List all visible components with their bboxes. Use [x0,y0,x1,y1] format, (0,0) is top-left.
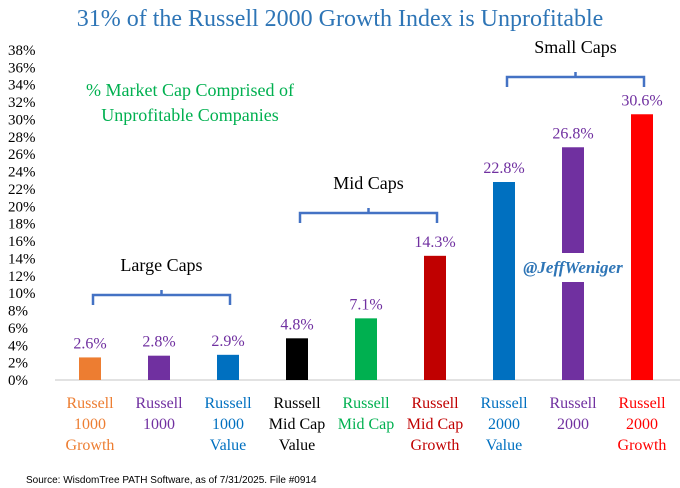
category-label: Growth [411,437,460,454]
y-tick-label: 2% [8,356,28,372]
category-label: Value [486,437,522,454]
y-tick-label: 10% [8,286,36,302]
y-tick-label: 18% [8,217,36,233]
category-label: Russell [273,395,321,412]
value-label: 26.8% [552,125,593,142]
category-label: Russell [480,395,528,412]
bar [493,182,515,380]
category-label: Russell [342,395,390,412]
bar [355,318,377,380]
bar [79,357,101,380]
y-tick-label: 20% [8,199,36,215]
category-label: 1000 [143,416,175,433]
value-label: 22.8% [483,160,524,177]
category-label: Mid Cap [338,416,394,433]
bar [286,338,308,380]
y-tick-label: 12% [8,269,36,285]
value-label: 2.6% [73,335,106,352]
group-bracket [298,208,439,223]
watermark-background [535,253,625,282]
category-label: 1000 [74,416,106,433]
value-label: 30.6% [621,92,662,109]
y-tick-label: 24% [8,165,36,181]
y-tick-label: 6% [8,321,28,337]
watermark: @JeffWeniger [523,258,623,277]
bar [217,354,239,380]
category-label: Growth [618,437,667,454]
subtitle-line-2: Unprofitable Companies [101,105,278,125]
y-tick-label: 38% [8,43,36,59]
category-label: Russell [135,395,183,412]
category-label: Growth [66,437,115,454]
bar [148,355,170,380]
y-tick-label: 34% [8,78,36,94]
subtitle-line-1: % Market Cap Comprised of [86,80,294,100]
category-label: Russell [204,395,252,412]
source-note: Source: WisdomTree PATH Software, as of … [26,475,317,486]
group-label: Mid Caps [333,173,404,193]
y-tick-label: 26% [8,147,36,163]
value-label: 14.3% [414,234,455,251]
bar [424,255,446,380]
y-tick-label: 28% [8,130,36,146]
bar [631,114,653,381]
category-label: Mid Cap [269,416,325,433]
y-tick-label: 32% [8,95,36,111]
value-label: 2.8% [142,334,175,351]
y-tick-label: 4% [8,338,28,354]
category-label: Value [210,437,246,454]
category-label: Russell [411,395,459,412]
value-label: 4.8% [280,316,313,333]
y-tick-label: 22% [8,182,36,198]
category-label: Russell [618,395,666,412]
category-label: 2000 [626,416,658,433]
category-label: 2000 [488,416,520,433]
y-tick-label: 14% [8,251,36,267]
value-label: 7.1% [349,296,382,313]
category-label: Russell [66,395,114,412]
value-label: 2.9% [211,333,244,350]
y-tick-label: 8% [8,304,28,320]
category-label: Value [279,437,315,454]
y-tick-label: 0% [8,373,28,389]
y-tick-label: 16% [8,234,36,250]
chart-title: 31% of the Russell 2000 Growth Index is … [77,6,604,32]
group-label: Large Caps [120,255,202,275]
group-bracket [91,290,232,305]
y-tick-label: 36% [8,60,36,76]
group-label: Small Caps [534,37,617,57]
category-label: Russell [549,395,597,412]
category-label: Mid Cap [407,416,463,433]
category-label: 1000 [212,416,244,433]
category-label: 2000 [557,416,589,433]
y-tick-label: 30% [8,112,36,128]
group-bracket [505,72,646,87]
